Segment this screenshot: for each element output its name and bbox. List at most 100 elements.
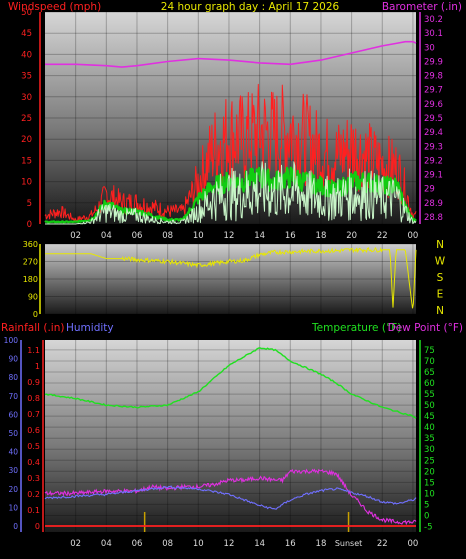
humidity-tick-label: 50: [8, 429, 18, 438]
temperature-tick-label: 5: [424, 500, 429, 510]
panel-3-x-tick: 04: [101, 539, 112, 549]
compass-label: W: [435, 256, 446, 268]
windspeed-tick-label: 0: [27, 220, 32, 230]
temperature-tick-label: -5: [424, 522, 432, 532]
windspeed-tick-label: 40: [21, 50, 32, 60]
humidity-tick-label: 70: [8, 392, 18, 401]
panel-1-x-tick: 12: [224, 231, 235, 241]
temperature-tick-label: 50: [424, 401, 435, 411]
gust_green-line: [44, 166, 417, 224]
panel-3-x-tick: 14: [254, 539, 265, 549]
direction-tick-label: 180: [23, 275, 38, 284]
barometer-tick-label: 28.9: [424, 199, 443, 209]
temperature-tick-label: 60: [424, 379, 435, 389]
avg_light-line: [45, 161, 417, 225]
barometer-tick-label: 29.2: [424, 156, 443, 166]
panel-1-x-tick: 22: [377, 231, 388, 241]
barometer-tick-label: 30: [424, 43, 435, 53]
barometer-tick-label: 29.1: [424, 171, 443, 181]
dewpoint-line: [44, 468, 417, 526]
compass-label: E: [437, 289, 444, 301]
windspeed-tick-label: 10: [21, 178, 32, 188]
panel-3-series: [44, 347, 417, 532]
panel-3-axes: 02 04 06 08 10 12 14 16 18 22 00-50510152025303540…: [4, 336, 435, 549]
panel-1-x-tick: 00: [408, 231, 419, 241]
rainfall-tick-label: 0.6: [27, 426, 40, 435]
panel-1-x-tick: 14: [254, 231, 265, 241]
direction-tick-label: 270: [23, 258, 38, 267]
windspeed-axis-label: Windspeed (mph): [8, 1, 101, 13]
humidity-tick-label: 80: [8, 373, 18, 382]
direction-tick-label: 360: [23, 240, 38, 249]
humidity-tick-label: 30: [8, 466, 18, 475]
windspeed-tick-label: 25: [21, 114, 32, 124]
compass-label: N: [436, 305, 444, 317]
temperature-tick-label: 40: [424, 423, 435, 433]
barometer-tick-label: 30.1: [424, 29, 443, 39]
humidity-tick-label: 90: [8, 355, 18, 364]
panel-3-x-tick: 06: [132, 539, 143, 549]
barometer-tick-label: 29.8: [424, 72, 443, 82]
rainfall-tick-label: 0.2: [27, 490, 40, 499]
panel-3-x-tick: 10: [193, 539, 204, 549]
panel-1-background: [45, 12, 416, 224]
windspeed-tick-label: 50: [21, 8, 32, 18]
rainfall-tick-label: 0.3: [27, 474, 40, 483]
panel-3-grid: [45, 340, 416, 532]
humidity-tick-label: 0: [13, 522, 18, 531]
panel-1-axes: 02 04 06 08 10 12 14 16 18 20 22 000510152025303540…: [21, 8, 443, 241]
barometer-tick-label: 29.6: [424, 100, 443, 110]
temperature-tick-label: 35: [424, 434, 435, 444]
panel-3-x-tick: 02: [70, 539, 81, 549]
barometer-line: [45, 40, 417, 68]
barometer-tick-label: 30.2: [424, 15, 443, 25]
temperature-tick-label: 75: [424, 346, 435, 356]
direction-line: [45, 246, 417, 309]
temperature-tick-label: 65: [424, 368, 435, 378]
rainfall-tick-label: 0.4: [27, 458, 40, 467]
rainfall-tick-label: 0.7: [27, 410, 40, 419]
windspeed-tick-label: 20: [21, 135, 32, 145]
windspeed-tick-label: 35: [21, 72, 32, 82]
barometer-tick-label: 29.7: [424, 86, 443, 96]
barometer-tick-label: 29.5: [424, 114, 443, 124]
temperature-tick-label: 10: [424, 489, 435, 499]
temperature-tick-label: 30: [424, 445, 435, 455]
rainfall-tick-label: 0.9: [27, 378, 40, 387]
panel-1-x-tick: 20: [346, 231, 357, 241]
windspeed-line: [44, 83, 417, 222]
rainfall-tick-label: 1: [35, 362, 40, 371]
rainfall-tick-label: 0: [35, 522, 40, 531]
panel-3-x-tick: 12: [224, 539, 235, 549]
chart-title: 24 hour graph day : April 17 2026: [161, 1, 340, 13]
humidity-tick-label: 20: [8, 485, 18, 494]
rainfall-axis-label: Rainfall (.in): [1, 322, 64, 334]
panel-3-x-tick: 16: [285, 539, 296, 549]
humidity-tick-label: 40: [8, 448, 18, 457]
panel-3-x-tick: 08: [162, 539, 173, 549]
compass-label: N: [436, 239, 444, 251]
panel-1-x-tick: 04: [101, 231, 112, 241]
barometer-axis-label: Barometer (.in): [382, 1, 462, 13]
temperature-tick-label: 45: [424, 412, 435, 422]
panel-3-x-tick: 22: [377, 539, 388, 549]
panel-1-x-tick: 06: [132, 231, 143, 241]
panel-3-x-tick: 18: [316, 539, 327, 549]
barometer-tick-label: 29.3: [424, 142, 443, 152]
windspeed-tick-label: 30: [21, 93, 32, 103]
temperature-line: [44, 347, 417, 419]
humidity-tick-label: 10: [8, 503, 18, 512]
panel-2-grid: [45, 243, 416, 315]
humidity-tick-label: 100: [4, 336, 19, 345]
barometer-tick-label: 29.4: [424, 128, 443, 138]
compass-label: S: [437, 272, 444, 284]
windspeed-tick-label: 45: [21, 29, 32, 39]
barometer-tick-label: 28.8: [424, 213, 443, 223]
barometer-tick-label: 29: [424, 185, 435, 195]
direction-tick-label: 90: [28, 293, 38, 302]
rainfall-tick-label: 0.1: [27, 506, 40, 515]
temperature-tick-label: 55: [424, 390, 435, 400]
